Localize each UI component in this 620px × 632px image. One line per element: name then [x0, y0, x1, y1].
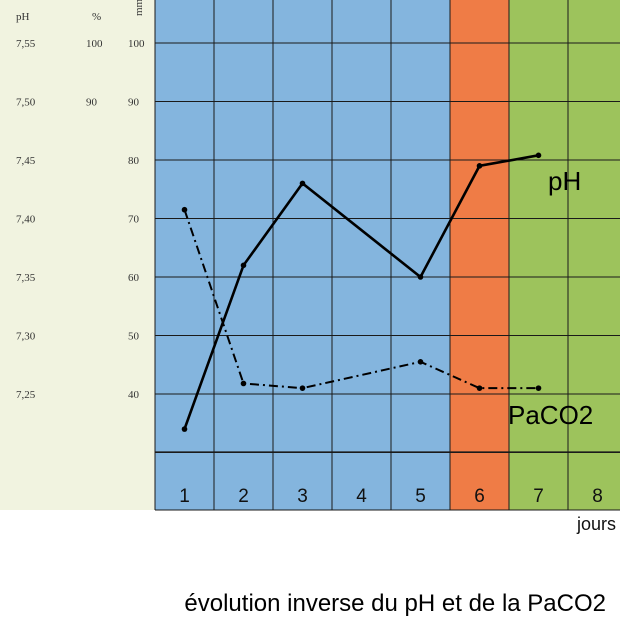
- data-point-ph: [476, 163, 483, 169]
- series-label-ph: pH: [548, 166, 581, 196]
- ph-tick-label: 7,50: [16, 97, 36, 109]
- mm-axis-label: mm: [133, 0, 145, 16]
- background-band-3: [509, 0, 620, 510]
- day-label: 2: [238, 486, 249, 507]
- day-label: 5: [415, 486, 426, 507]
- percent-tick-label: 100: [86, 38, 103, 50]
- series-lines: [181, 152, 542, 432]
- mm-tick-label: 70: [128, 214, 140, 226]
- data-point-ph: [535, 152, 542, 159]
- mm-tick-label: 100: [128, 38, 145, 50]
- data-point-paco2: [240, 380, 247, 387]
- day-label: 7: [533, 486, 544, 507]
- chart-caption: évolution inverse du pH et de la PaCO2: [184, 590, 606, 617]
- data-point-paco2: [299, 385, 306, 391]
- left-axis-panel: [0, 0, 155, 510]
- background-band-1: [155, 0, 450, 510]
- data-point-ph: [299, 180, 306, 187]
- day-label: 8: [592, 486, 603, 507]
- series-line-paco2: [183, 209, 539, 390]
- data-point-ph: [181, 426, 188, 432]
- x-axis-label: jours: [576, 514, 616, 534]
- day-label: 3: [297, 486, 308, 507]
- grid: [154, 0, 620, 511]
- ph-tick-label: 7,40: [16, 214, 36, 226]
- ph-tick-label: 7,45: [16, 155, 36, 167]
- data-point-paco2: [476, 385, 483, 391]
- day-label: 6: [474, 486, 485, 507]
- background-bands: [155, 0, 620, 510]
- mm-tick-label: 50: [128, 331, 140, 343]
- mm-tick-label: 90: [128, 97, 140, 109]
- y-axis-ticks: pH % mm 7,55 7,50 7,45 7,40 7,35 7,30 7,25 100 9…: [16, 0, 145, 401]
- ph-tick-label: 7,30: [16, 331, 36, 343]
- ph-tick-label: 7,35: [16, 272, 36, 284]
- mm-tick-label: 40: [128, 389, 140, 401]
- ph-axis-label: pH: [16, 11, 30, 23]
- percent-axis-label: %: [92, 11, 101, 23]
- day-label: 1: [179, 486, 190, 507]
- x-axis-day-labels: 1 2 3 4 5 6 7 8: [179, 486, 603, 507]
- ph-tick-label: 7,55: [16, 38, 36, 50]
- day-label: 4: [356, 486, 367, 507]
- mm-tick-label: 80: [128, 155, 140, 167]
- ph-tick-label: 7,25: [16, 389, 36, 401]
- data-point-ph: [240, 262, 247, 269]
- data-point-paco2: [417, 359, 424, 365]
- percent-tick-label: 90: [86, 97, 98, 109]
- series-line-ph: [183, 154, 539, 430]
- data-point-paco2: [181, 206, 188, 213]
- background-band-2: [450, 0, 509, 510]
- data-point-ph: [417, 274, 424, 280]
- mm-tick-label: 60: [128, 272, 140, 284]
- data-point-paco2: [535, 385, 542, 391]
- series-label-paco2: PaCO2: [508, 400, 593, 430]
